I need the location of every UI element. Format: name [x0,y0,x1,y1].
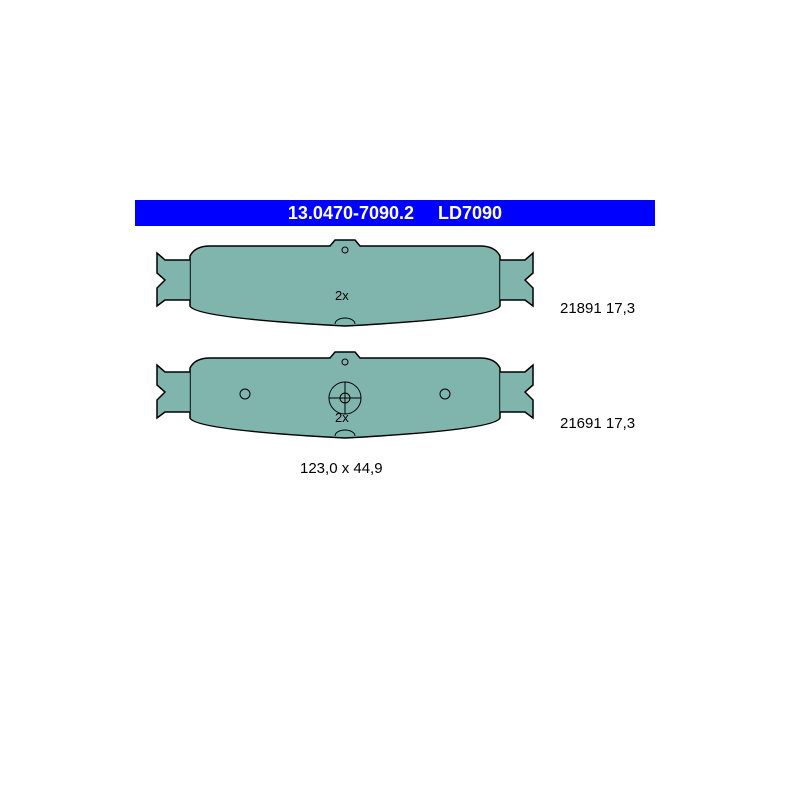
dimensions-label: 123,0 x 44,9 [300,460,383,477]
part-code: LD7090 [438,203,502,224]
brake-pad-bottom [155,350,535,450]
spec-top: 21891 17,3 [560,300,635,317]
qty-label-top: 2x [335,288,349,303]
header-bar: 13.0470-7090.2 LD7090 [135,200,655,226]
part-number: 13.0470-7090.2 [288,203,414,224]
qty-label-bottom: 2x [335,410,349,425]
spec-bottom: 21691 17,3 [560,415,635,432]
